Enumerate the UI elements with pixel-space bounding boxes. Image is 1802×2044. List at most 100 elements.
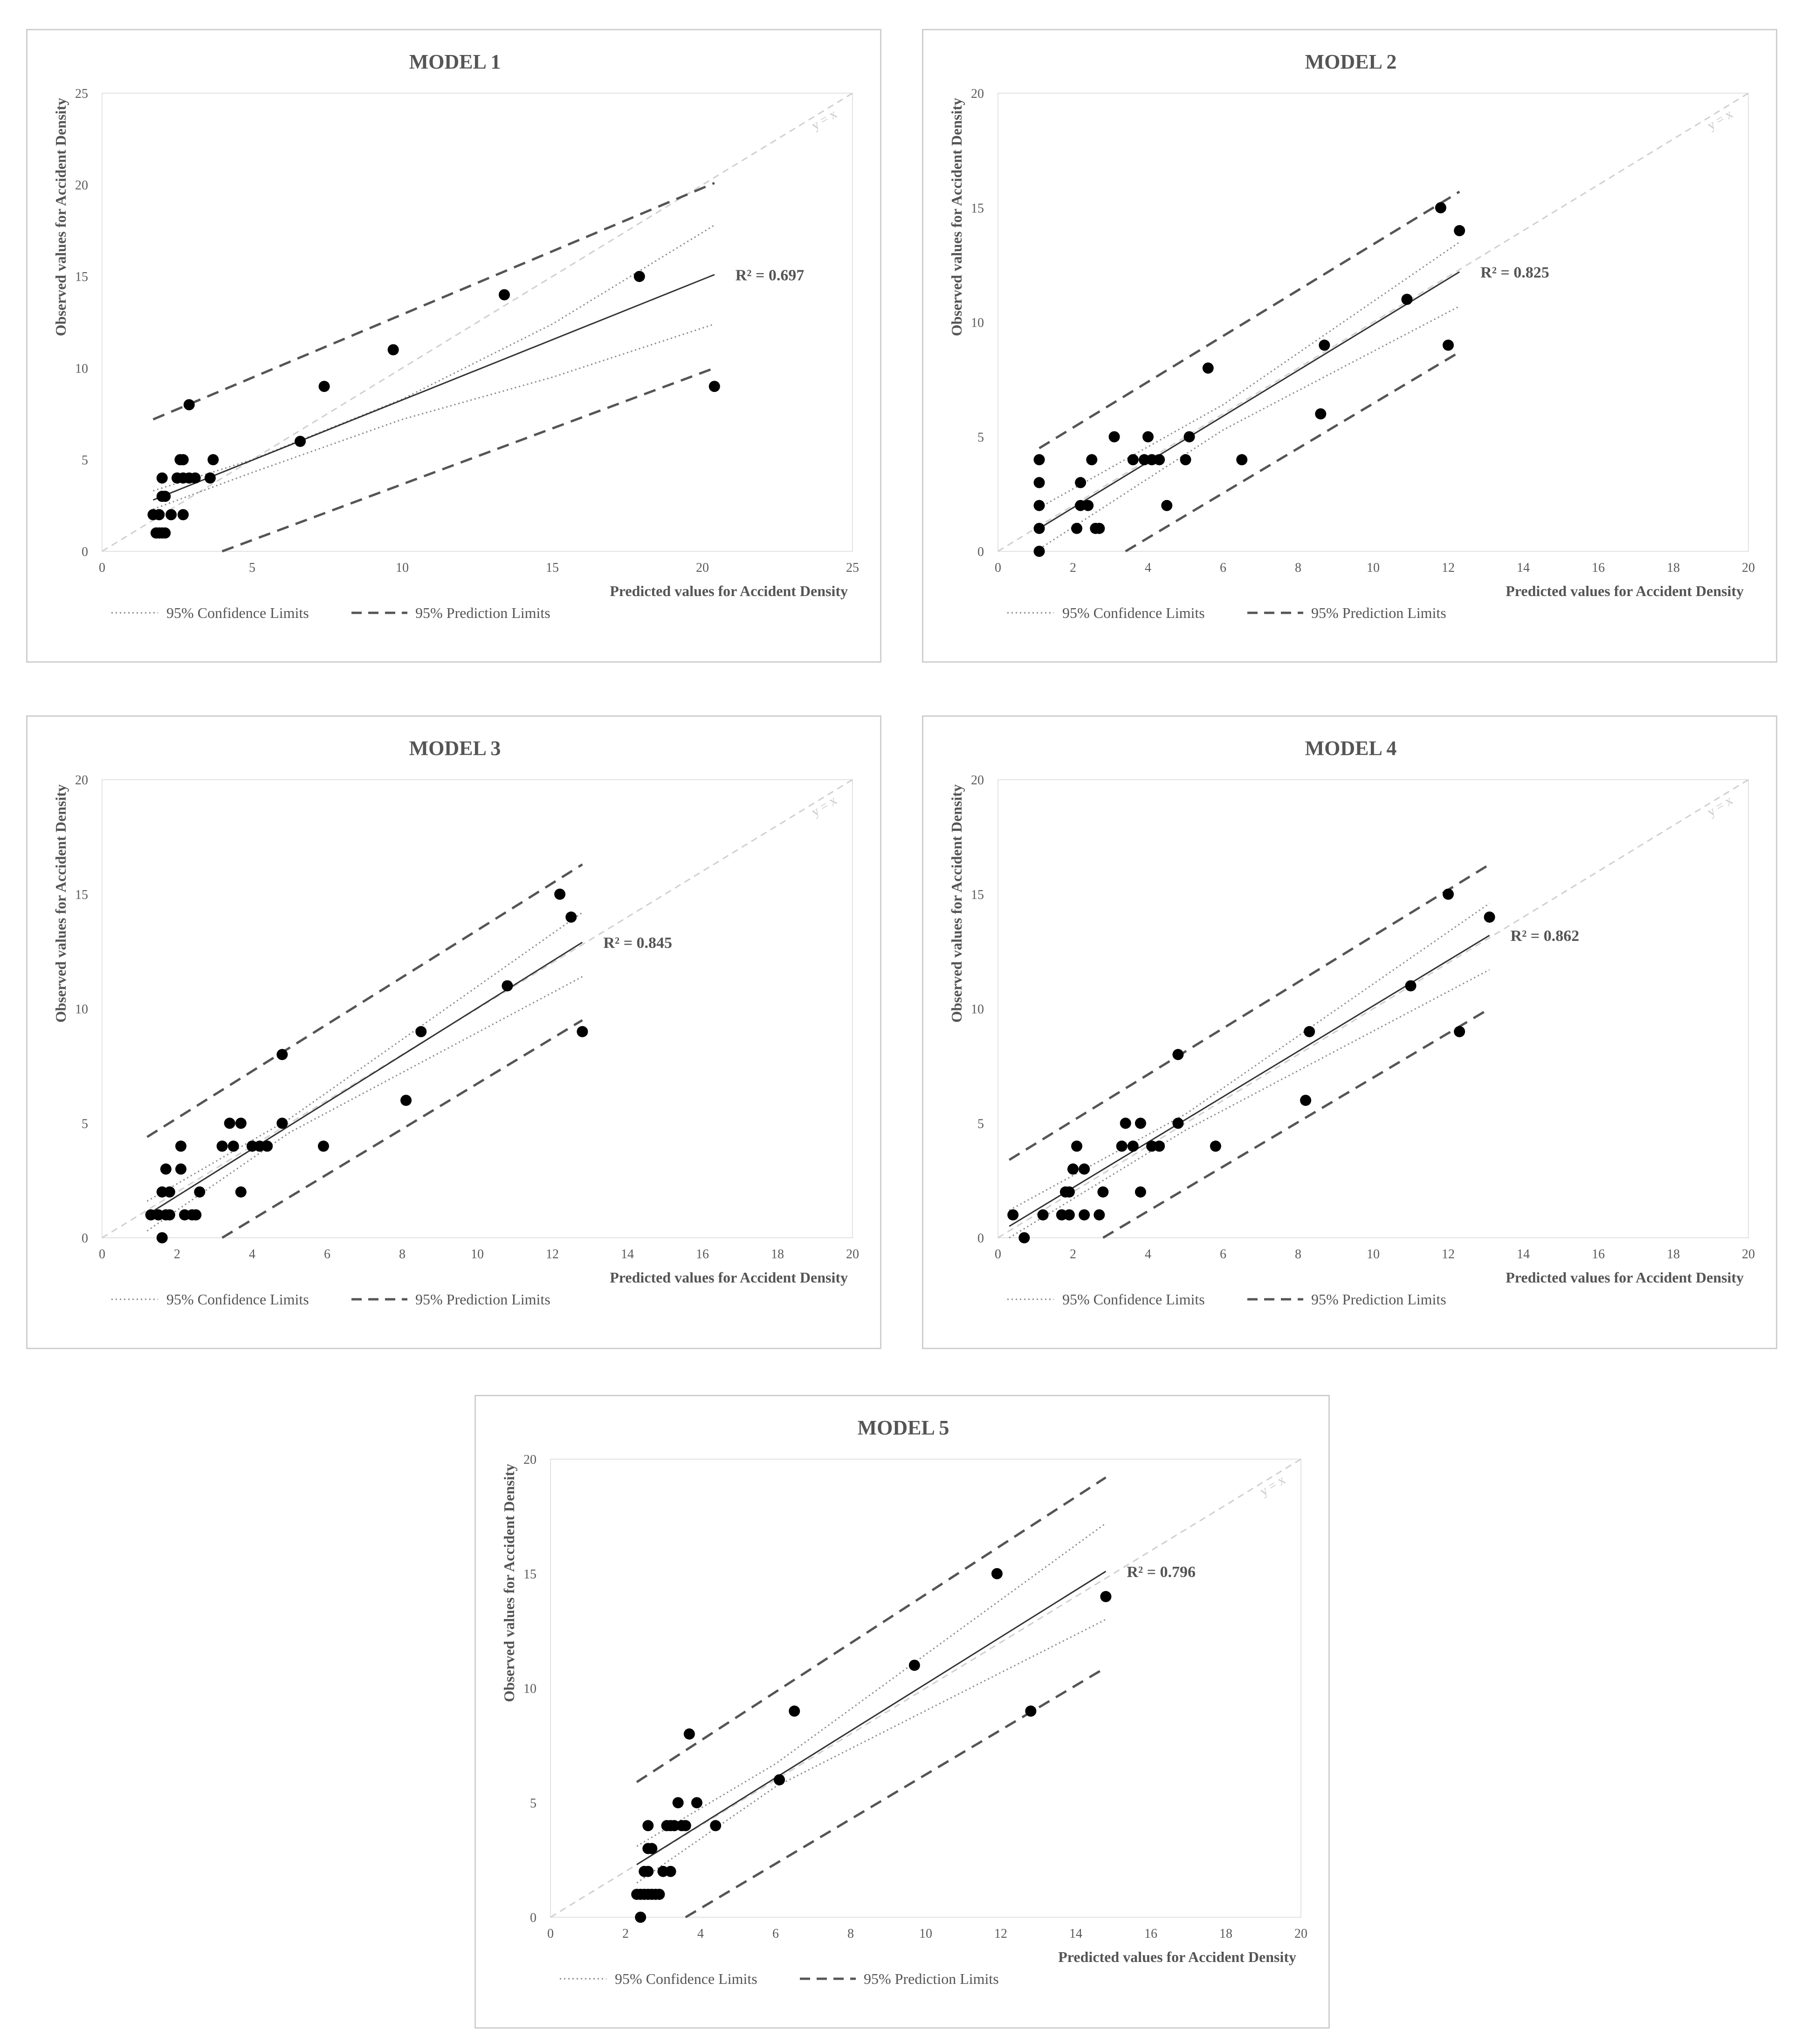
- chart-title: MODEL 3: [409, 737, 501, 760]
- r-squared-label: R² = 0.697: [736, 267, 805, 284]
- data-point: [1154, 454, 1165, 466]
- prediction-limit-upper: [152, 182, 715, 421]
- data-point: [565, 911, 577, 923]
- data-point: [194, 1186, 206, 1198]
- data-point: [175, 1140, 187, 1152]
- y-axis-label: Observed values for Accident Density: [948, 98, 965, 336]
- data-point: [1033, 546, 1045, 557]
- confidence-limit-lower: [1039, 305, 1460, 550]
- identity-line: [102, 92, 853, 552]
- r-squared-label: R² = 0.825: [1480, 264, 1549, 281]
- x-tick-label: 2: [622, 1927, 629, 1941]
- identity-line-label: y = x: [1257, 1473, 1287, 1499]
- data-point: [642, 1866, 654, 1877]
- data-point: [1135, 1118, 1146, 1129]
- data-point: [400, 1095, 412, 1106]
- data-point: [1154, 1140, 1165, 1152]
- legend-prediction-label: 95% Prediction Limits: [864, 1970, 999, 1987]
- chart-panel-model-3: MODEL 3 0 2 4 6 8 10 12 14 16 18 20 0 5 10 15 20 Predicte…: [26, 715, 881, 1349]
- data-point: [159, 527, 171, 539]
- y-axis-label: Observed values for Accident Density: [52, 98, 69, 336]
- legend-confidence-label: 95% Confidence Limits: [1062, 1291, 1205, 1308]
- data-point: [235, 1118, 247, 1129]
- chart-panel-model-1: MODEL 1 0 5 10 15 20 25 0 5 10 15 20 25 Predicted val…: [26, 29, 881, 663]
- prediction-limit-lower: [685, 1667, 1107, 1919]
- data-point: [502, 980, 513, 992]
- x-axis-label: Predicted values for Accident Density: [610, 583, 848, 599]
- data-point: [295, 436, 306, 447]
- data-point: [164, 1209, 175, 1221]
- y-tick-label: 5: [977, 430, 984, 445]
- plot-area-frame: [102, 779, 853, 1238]
- x-tick-label: 0: [995, 1247, 1001, 1262]
- data-point: [276, 1049, 288, 1060]
- data-point: [1319, 339, 1330, 351]
- data-point: [1401, 294, 1413, 305]
- data-point: [554, 888, 566, 900]
- data-point: [642, 1820, 654, 1831]
- data-point: [1180, 454, 1191, 466]
- data-point: [635, 1912, 647, 1923]
- y-tick-label: 10: [523, 1682, 536, 1696]
- x-tick-label: 12: [994, 1927, 1007, 1941]
- x-tick-label: 18: [1219, 1927, 1232, 1941]
- x-tick-label: 18: [771, 1247, 784, 1262]
- data-point: [680, 1820, 691, 1831]
- prediction-limit-lower: [1125, 351, 1460, 553]
- identity-line: [997, 92, 1749, 552]
- identity-line-label: y = x: [809, 107, 839, 133]
- legend-confidence-label: 95% Confidence Limits: [1062, 604, 1205, 621]
- data-point: [1033, 454, 1045, 466]
- x-tick-label: 10: [1367, 561, 1380, 575]
- data-point: [1161, 500, 1173, 511]
- x-tick-label: 12: [546, 1247, 559, 1262]
- y-tick-label: 20: [75, 773, 88, 788]
- data-point: [164, 1186, 175, 1198]
- data-point: [1127, 1140, 1139, 1152]
- y-tick-label: 10: [971, 1002, 984, 1017]
- identity-line-label: y = x: [809, 793, 839, 820]
- prediction-limit-lower: [221, 1019, 583, 1239]
- legend-confidence-label: 95% Confidence Limits: [166, 1291, 309, 1308]
- data-point: [1067, 1163, 1079, 1175]
- y-tick-label: 0: [977, 1231, 984, 1246]
- identity-line: [997, 779, 1749, 1239]
- data-point: [710, 1820, 722, 1831]
- confidence-limit-upper: [146, 912, 583, 1202]
- x-tick-label: 0: [99, 1247, 105, 1262]
- legend-prediction-label: 95% Prediction Limits: [415, 604, 550, 621]
- y-tick-label: 0: [530, 1911, 536, 1925]
- chart-panel-model-4: MODEL 4 0 2 4 6 8 10 12 14 16 18 20 0 5 10 15 20 Predicte…: [922, 715, 1777, 1349]
- data-point: [1315, 408, 1327, 420]
- y-tick-label: 15: [75, 888, 88, 902]
- data-point: [1454, 225, 1465, 236]
- data-point: [1127, 454, 1139, 466]
- y-axis-label: Observed values for Accident Density: [52, 784, 69, 1022]
- data-point: [1007, 1209, 1019, 1221]
- data-point: [1300, 1095, 1312, 1106]
- r-squared-label: R² = 0.796: [1127, 1564, 1196, 1581]
- x-tick-label: 10: [919, 1927, 932, 1941]
- x-tick-label: 12: [1442, 561, 1455, 575]
- data-point: [991, 1568, 1003, 1579]
- prediction-limit-lower: [221, 367, 715, 553]
- legend-confidence-label: 95% Confidence Limits: [615, 1970, 757, 1987]
- plot-area-frame: [550, 1459, 1301, 1918]
- x-tick-label: 15: [546, 561, 559, 575]
- data-point: [189, 472, 201, 484]
- plot-area-frame: [102, 93, 853, 552]
- chart-title: MODEL 5: [858, 1416, 949, 1439]
- legend-prediction-label: 95% Prediction Limits: [1311, 1291, 1446, 1308]
- data-point: [415, 1026, 427, 1037]
- x-axis-label: Predicted values for Accident Density: [610, 1269, 848, 1286]
- data-point: [665, 1866, 676, 1877]
- prediction-limit-lower: [1102, 1008, 1490, 1239]
- regression-fit-line: [636, 1571, 1107, 1866]
- data-point: [1063, 1186, 1075, 1198]
- x-tick-label: 5: [249, 561, 255, 575]
- data-point: [204, 472, 216, 484]
- y-tick-label: 5: [530, 1796, 536, 1811]
- data-point: [317, 1140, 329, 1152]
- y-tick-label: 0: [977, 545, 984, 559]
- y-tick-label: 0: [82, 545, 88, 559]
